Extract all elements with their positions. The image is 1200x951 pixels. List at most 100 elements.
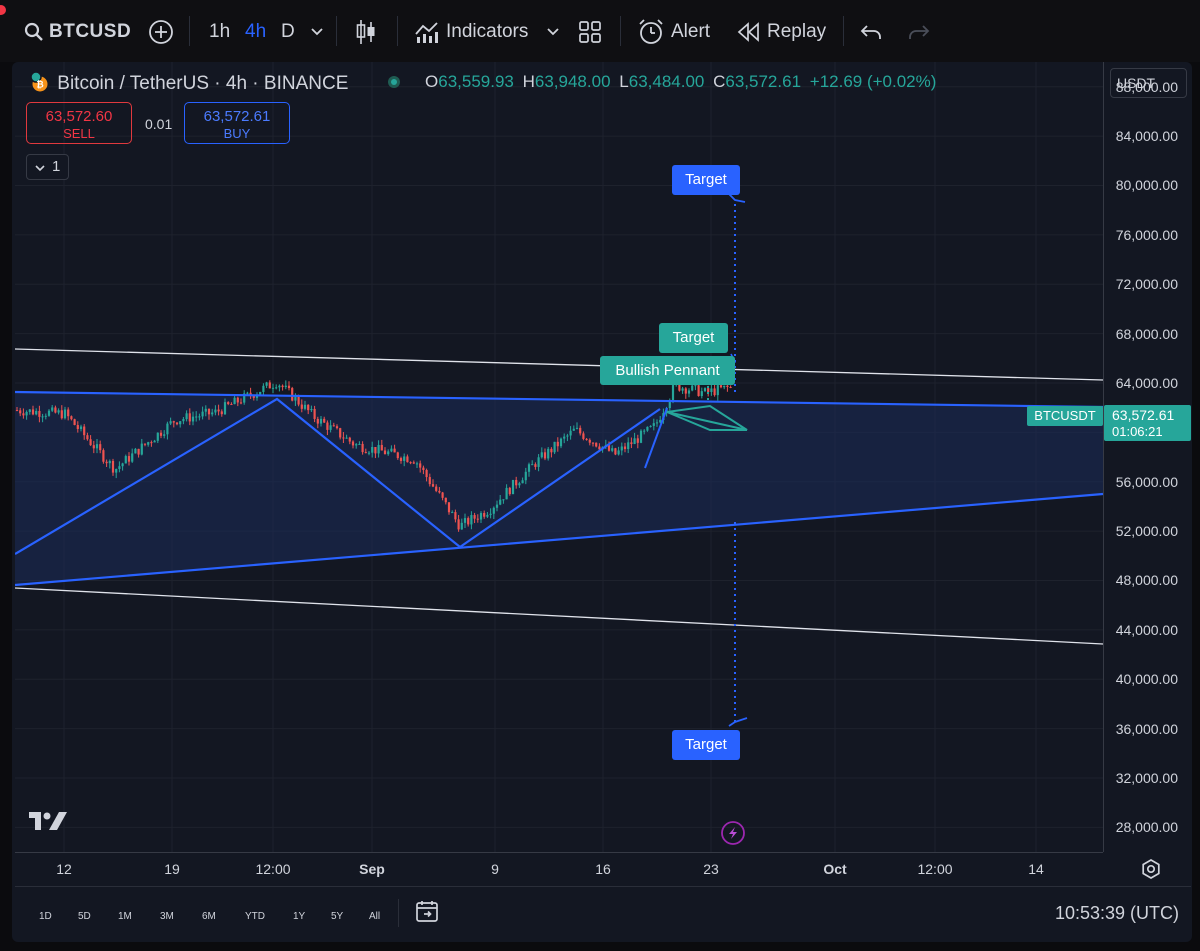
price-tick-label: 76,000.00 (1115, 226, 1178, 243)
candle-body (655, 422, 659, 424)
toolbar-divider (843, 16, 844, 46)
candle-body (105, 461, 108, 464)
time-tick-label: 12:00 (255, 861, 291, 877)
toolbar-divider (336, 16, 337, 46)
indicators-button[interactable]: Indicators (414, 14, 528, 50)
candle-body (86, 435, 89, 440)
high-value: 63,948.00 (534, 72, 611, 91)
candle-body (28, 409, 31, 412)
timeframe-1h-button[interactable]: 1h (209, 14, 230, 50)
symbol-label: BTCUSD (49, 21, 132, 42)
buy-label: BUY (223, 126, 251, 141)
candle-body (393, 448, 396, 453)
sell-label: SELL (63, 126, 95, 141)
candle-body (332, 425, 335, 427)
candle-body (323, 418, 326, 423)
sell-price: 63,572.60 (45, 108, 113, 125)
candle-body (259, 391, 262, 395)
candle-body (479, 513, 483, 520)
range-button-3m[interactable]: 3M (160, 911, 174, 922)
candle-body (271, 387, 275, 389)
symbol-search-button[interactable]: BTCUSD (24, 14, 131, 50)
candle-body (182, 419, 185, 422)
notification-dot (0, 5, 6, 15)
price-chart[interactable] (15, 62, 1103, 852)
candle-body (313, 408, 316, 419)
utc-clock[interactable]: 10:53:39 (UTC) (1054, 903, 1179, 923)
symbol-legend[interactable]: ₿ Bitcoin / TetherUS · 4h · BINANCE (28, 70, 348, 95)
candle-body (300, 404, 303, 409)
time-tick-label: 16 (595, 861, 611, 877)
candle-body (563, 436, 566, 439)
candle-body (614, 448, 617, 455)
candle-body (390, 448, 393, 452)
price-tick-label: 36,000.00 (1115, 720, 1178, 737)
timeframe-4h-button[interactable]: 4h (245, 14, 266, 50)
candle-body (63, 409, 67, 419)
candle-body (639, 430, 643, 443)
indicators-dropdown-button[interactable] (546, 14, 560, 50)
candle-body (419, 463, 422, 468)
timeframe-dropdown-button[interactable] (310, 14, 324, 50)
sell-button[interactable]: 63,572.60 SELL (26, 102, 132, 144)
target-label-lower[interactable]: Target (672, 730, 740, 760)
target-label-mid[interactable]: Target (659, 323, 728, 353)
candle-body (79, 426, 83, 429)
bullish-pennant-label[interactable]: Bullish Pennant (600, 356, 735, 385)
candle-body (537, 457, 540, 467)
collapse-legend-button[interactable]: 1 (26, 154, 69, 180)
chart-type-button[interactable] (354, 14, 378, 50)
range-button-6m[interactable]: 6M (202, 911, 216, 922)
price-tick-label: 80,000.00 (1115, 177, 1178, 194)
price-axis[interactable]: USDT 88,000.00 84,000.00 80,000.00 76,000.0… (1103, 62, 1192, 852)
candle-body (713, 388, 716, 396)
candle-body (591, 442, 595, 444)
candle-body (476, 518, 479, 520)
alert-button[interactable]: Alert (637, 14, 710, 50)
candle-body (681, 388, 684, 391)
chevron-down-icon (311, 28, 323, 36)
candle-body (636, 438, 639, 443)
candlestick-icon (356, 20, 375, 44)
candle-body (118, 466, 121, 470)
candle-body (163, 434, 166, 436)
last-price-tag: 63,572.61 01:06:21 (1104, 405, 1191, 441)
candle-body (495, 504, 499, 508)
range-button-1m[interactable]: 1M (118, 911, 132, 922)
candle-body (380, 444, 383, 451)
bottom-bar: 1D 5D 1M 3M 6M YTD 1Y 5Y All 10:53:39 (UTC) (15, 886, 1191, 939)
compare-add-button[interactable] (148, 14, 174, 50)
candle-body (367, 452, 371, 454)
candle-body (131, 453, 134, 462)
timeframe-d-button[interactable]: D (281, 14, 295, 50)
undo-button[interactable] (860, 14, 882, 50)
candle-body (198, 416, 201, 418)
replay-button[interactable]: Replay (737, 14, 826, 50)
range-button-all[interactable]: All (369, 911, 381, 922)
time-axis[interactable]: 12 19 12:00 Sep 9 16 23 Oct 12:00 14 (15, 852, 1103, 887)
time-tick-label: Oct (823, 861, 847, 877)
candle-body (406, 456, 409, 463)
range-button-5d[interactable]: 5D (78, 911, 91, 922)
candle-body (678, 382, 681, 391)
range-button-ytd[interactable]: YTD (245, 911, 265, 922)
target-label-upper[interactable]: Target (672, 165, 740, 195)
buy-button[interactable]: 63,572.61 BUY (184, 102, 290, 144)
candle-body (575, 427, 579, 429)
currency-selector[interactable]: USDT (1110, 68, 1187, 98)
toolbar-divider (397, 16, 398, 46)
goto-date-button[interactable] (415, 899, 441, 930)
tradingview-logo (29, 812, 67, 830)
range-button-1y[interactable]: 1Y (293, 911, 306, 922)
candle-body (441, 492, 444, 498)
candle-body (92, 445, 95, 449)
axis-settings-button[interactable] (1140, 858, 1162, 885)
candle-body (175, 422, 179, 425)
candle-body (415, 463, 419, 465)
candle-body (102, 450, 105, 462)
candle-body (444, 497, 447, 503)
layouts-button[interactable] (578, 14, 602, 50)
range-button-5y[interactable]: 5Y (331, 911, 344, 922)
redo-button[interactable] (908, 14, 930, 50)
range-button-1d[interactable]: 1D (39, 911, 52, 922)
